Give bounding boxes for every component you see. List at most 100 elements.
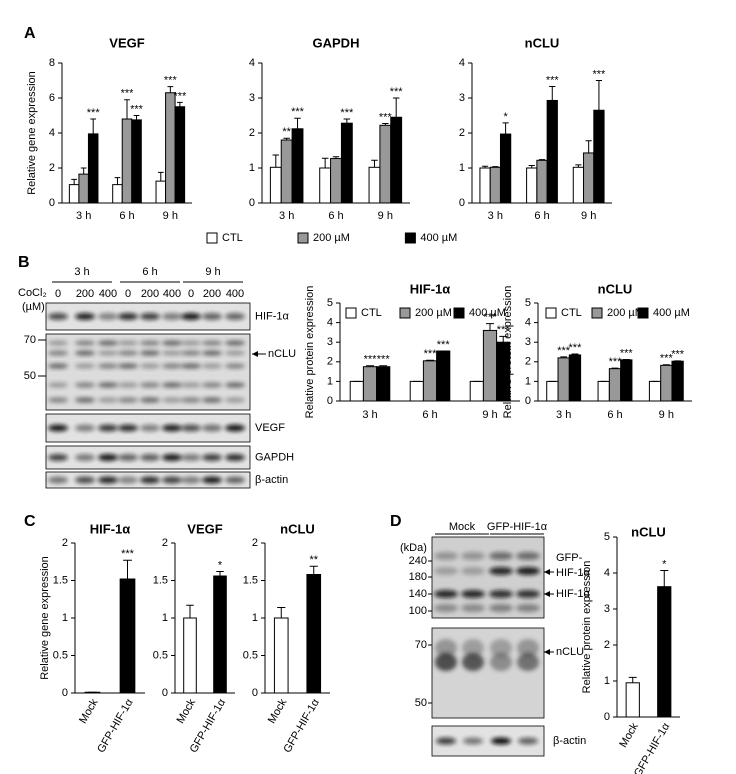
y-tick-label: 2: [62, 537, 68, 549]
significance: ***: [121, 548, 135, 560]
bar: [330, 158, 342, 204]
panel-label: C: [24, 513, 36, 530]
bar: [362, 366, 378, 402]
error-bar: [382, 123, 389, 126]
band-label: VEGF: [255, 422, 285, 434]
lane-label: 0: [188, 288, 194, 300]
blot-band: [181, 363, 201, 369]
error-bar: [177, 101, 183, 107]
y-tick-label: 4: [604, 567, 610, 579]
band-label: GAPDH: [255, 451, 294, 463]
blot-band: [118, 454, 138, 461]
blot-band: [181, 397, 201, 403]
significance: ***: [437, 339, 451, 351]
error-bar: [379, 365, 388, 367]
y-tick-label: 3: [459, 92, 465, 104]
blot-band: [517, 653, 539, 671]
bar: [87, 133, 99, 204]
x-tick-label: 6 h: [119, 210, 134, 222]
group-label: GFP-HIF-1α: [487, 521, 548, 533]
error-bar: [371, 159, 378, 168]
error-bar: [392, 97, 400, 118]
bar: [469, 380, 484, 402]
bar: [648, 380, 662, 402]
blot-band: [225, 424, 245, 432]
significance: ***: [484, 311, 498, 323]
significance: ***: [379, 111, 393, 123]
blot-band: [516, 590, 540, 598]
blot-band: [225, 397, 245, 403]
y-axis-label: Relative protein expression: [304, 286, 316, 419]
y-tick-label: 1: [327, 375, 333, 387]
y-tick-label: 0.5: [53, 649, 68, 661]
blot-band: [461, 567, 485, 575]
legend-swatch: [399, 307, 411, 319]
bar: [489, 166, 501, 204]
blot-band: [516, 604, 540, 612]
blot-band: [140, 476, 160, 484]
x-tick-label: Mock: [266, 697, 290, 726]
y-tick-label: 4: [327, 317, 333, 329]
bar: [620, 359, 633, 402]
bar: [390, 116, 403, 204]
blot-band: [202, 424, 222, 432]
y-tick-label: 1.5: [53, 574, 68, 586]
significance: ***: [390, 86, 404, 98]
time-label: 3 h: [74, 266, 89, 278]
blot-band: [75, 476, 95, 484]
blot-band: [463, 737, 483, 745]
blot-band: [118, 476, 138, 484]
blot-band: [140, 340, 160, 346]
blot-band: [162, 476, 182, 484]
error-bar: [167, 86, 174, 93]
chart-title: HIF-1α: [90, 521, 131, 536]
blot-band: [75, 340, 95, 346]
blot-band: [75, 363, 95, 369]
blot-band: [98, 454, 118, 461]
y-tick-label: 2: [327, 356, 333, 368]
y-tick-label: 0: [49, 197, 55, 209]
error-bar: [321, 157, 329, 168]
error-bar: [492, 166, 499, 168]
error-bar: [560, 356, 568, 358]
treatment-label: CoCl₂: [18, 287, 47, 299]
blot-band: [48, 397, 68, 403]
x-tick-label: 6 h: [422, 409, 437, 421]
blot-band: [98, 340, 118, 346]
marker-label: 50: [24, 370, 36, 382]
y-tick-label: 1: [252, 612, 258, 624]
significance: ***: [87, 107, 101, 119]
significance: *: [662, 558, 667, 570]
error-bar: [571, 353, 579, 355]
lane-label: 400: [99, 288, 117, 300]
blot-band: [202, 397, 222, 403]
error-bar: [157, 171, 164, 182]
y-tick-label: 2: [49, 162, 55, 174]
blot-band: [162, 363, 182, 369]
blot-band: [517, 639, 539, 657]
bar: [368, 166, 381, 204]
panel-label: B: [18, 254, 30, 271]
blot-band: [140, 397, 160, 403]
bar: [280, 139, 293, 204]
y-tick-label: 1: [62, 612, 68, 624]
bar: [269, 166, 282, 204]
marker-label: 100: [409, 605, 427, 617]
error-bar: [216, 571, 224, 576]
bar: [155, 180, 167, 204]
error-bar: [628, 676, 637, 683]
legend-label: 200 µM: [313, 232, 350, 244]
x-tick-label: 3 h: [362, 409, 377, 421]
band-label: nCLU: [556, 646, 584, 658]
blot-band: [181, 424, 201, 432]
x-tick-label: GFP-HIF-1α: [95, 696, 136, 755]
significance: ***: [121, 88, 135, 100]
y-tick-label: 0: [62, 687, 68, 699]
y-tick-label: 2: [604, 639, 610, 651]
error-bar: [426, 359, 434, 361]
significance: ***: [569, 342, 583, 354]
blot-band: [98, 382, 118, 388]
blot-band: [434, 604, 458, 612]
y-tick-label: 1: [162, 612, 168, 624]
legend-label: 400 µM: [653, 307, 690, 319]
